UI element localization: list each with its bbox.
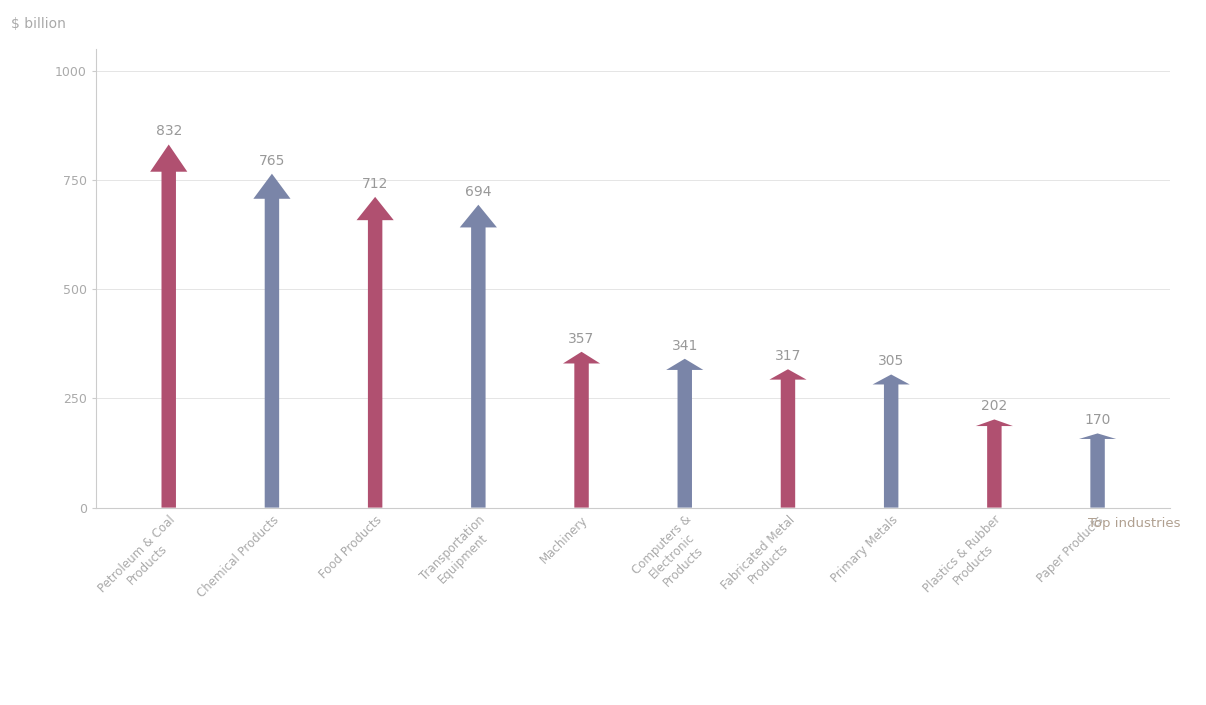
FancyArrow shape: [459, 204, 497, 508]
Text: $ billion: $ billion: [11, 17, 65, 31]
Text: 170: 170: [1084, 413, 1111, 427]
Text: 765: 765: [259, 154, 285, 168]
FancyArrow shape: [666, 359, 703, 508]
FancyArrow shape: [1079, 434, 1117, 508]
Text: 341: 341: [672, 338, 698, 352]
Text: Top industries: Top industries: [1088, 517, 1181, 529]
Text: 317: 317: [774, 349, 801, 363]
FancyArrow shape: [769, 369, 807, 508]
Text: 712: 712: [362, 177, 388, 191]
Text: 357: 357: [568, 331, 595, 345]
Text: 202: 202: [982, 399, 1007, 413]
Text: 832: 832: [156, 124, 182, 138]
FancyArrow shape: [357, 197, 393, 508]
FancyArrow shape: [150, 145, 187, 508]
Text: 694: 694: [466, 185, 492, 199]
FancyArrow shape: [976, 419, 1013, 508]
Text: 305: 305: [878, 355, 904, 369]
FancyArrow shape: [563, 352, 601, 508]
FancyArrow shape: [873, 374, 909, 508]
FancyArrow shape: [253, 173, 291, 508]
